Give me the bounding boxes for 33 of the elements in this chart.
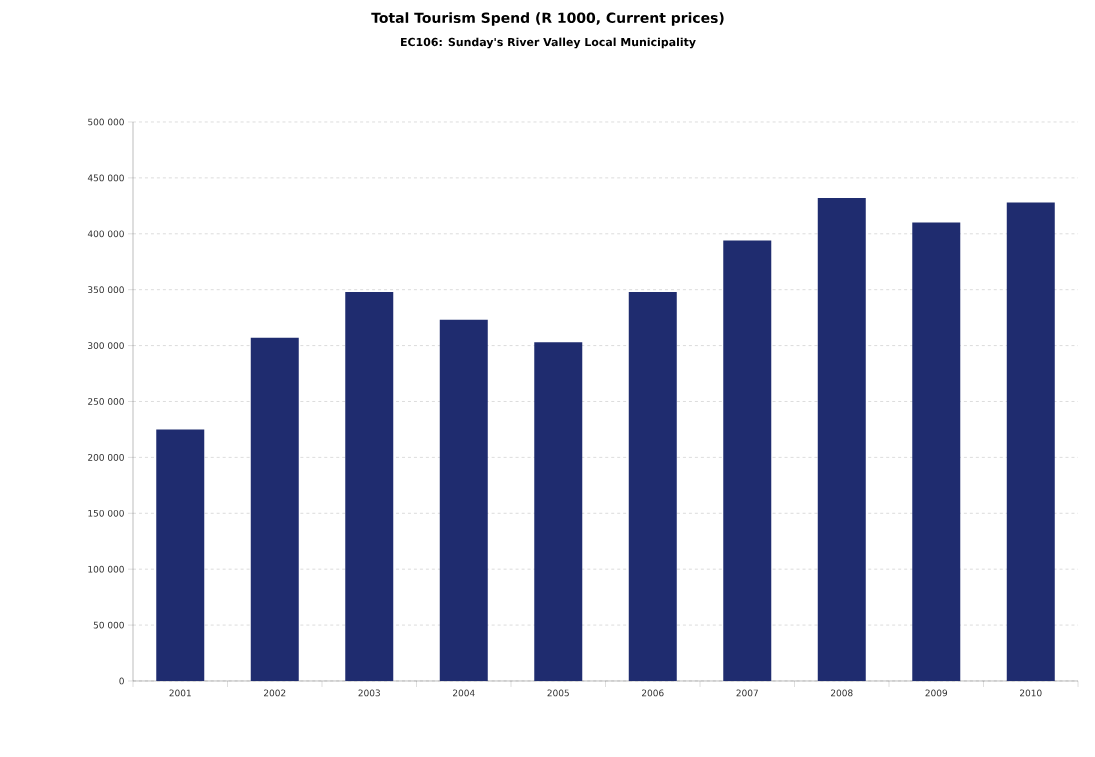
y-tick-label: 350 000 [88,286,124,294]
bar [912,222,961,681]
chart-title: Total Tourism Spend (R 1000, Current prices) [371,12,724,26]
bar [250,337,299,681]
x-tick-label: 2005 [547,689,569,697]
y-tick-label: 250 000 [88,398,124,405]
bar [439,319,488,681]
x-tick-label: 2003 [358,689,380,697]
x-tick-label: 2010 [1020,689,1042,697]
bar [156,429,205,681]
y-tick-label: 450 000 [87,174,124,182]
bar [817,198,866,681]
bar [534,342,583,681]
y-tick-label: 0 [119,677,124,685]
x-tick-label: 2009 [925,689,948,697]
bar [1006,202,1055,681]
x-tick-label: 2001 [169,689,191,697]
x-tick-label: 2004 [453,689,475,697]
y-tick-label: 200 000 [88,453,124,461]
y-tick-label: 100 000 [88,565,124,573]
chart-subtitle: EC106: Sunday's River Valley Local Municipality [401,37,696,49]
y-tick-label: 50 000 [93,621,124,629]
x-tick-label: 2008 [831,689,853,697]
y-tick-label: 400 000 [87,230,124,238]
bar [723,240,772,681]
x-tick-label: 2007 [736,689,758,697]
bar [628,291,677,681]
y-tick-label: 500 000 [88,118,124,126]
bar [345,291,394,681]
x-tick-label: 2006 [642,689,664,697]
x-tick-label: 2002 [264,689,286,697]
y-tick-label: 150 000 [88,509,124,517]
y-tick-label: 300 000 [88,342,124,349]
